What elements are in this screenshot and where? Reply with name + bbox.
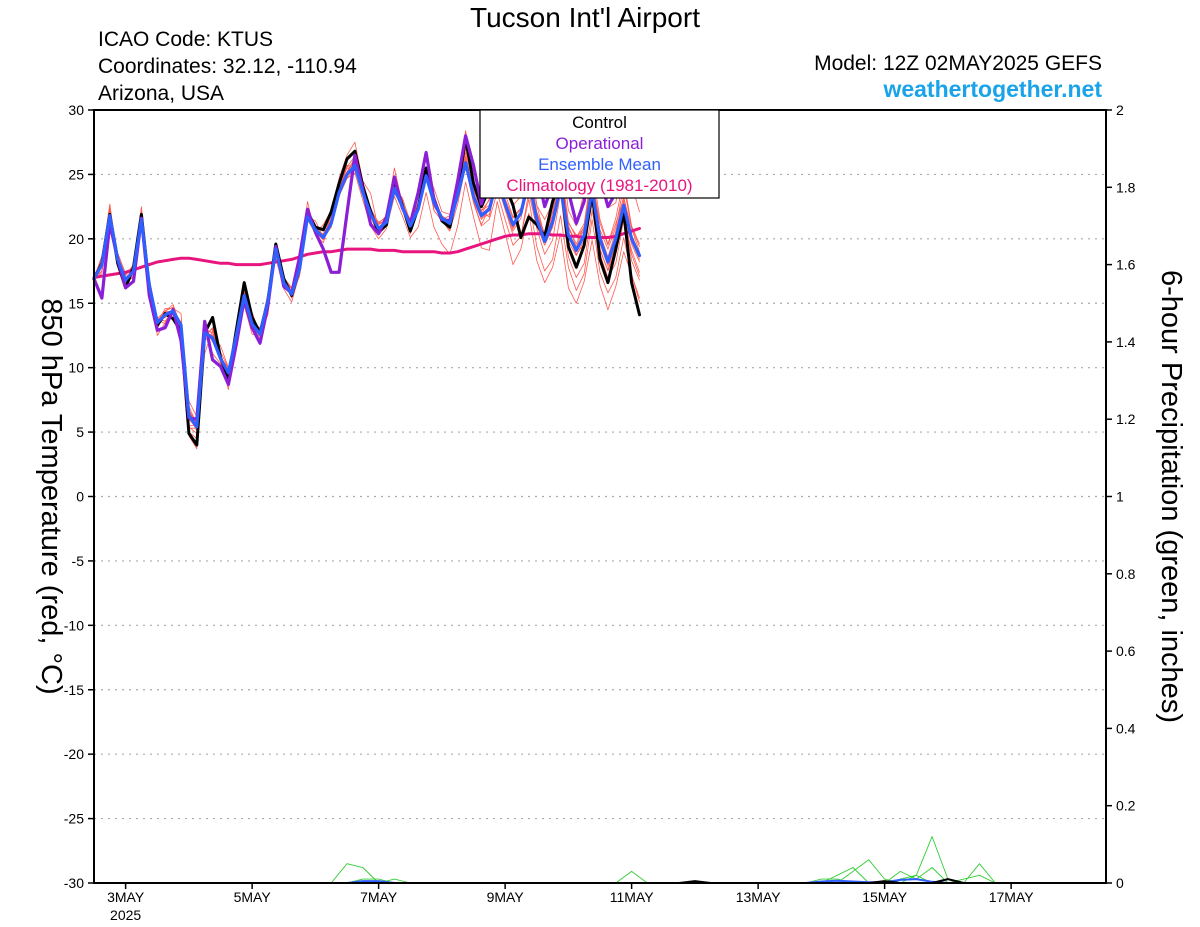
y-tick-label: 25 xyxy=(68,166,84,182)
y-tick-label: 10 xyxy=(68,360,84,376)
coordinates: Coordinates: 32.12, -110.94 xyxy=(98,55,357,78)
y2-tick-label: 0.2 xyxy=(1116,798,1136,814)
y2-tick-label: 1.8 xyxy=(1116,179,1136,195)
x-tick-label: 7MAY xyxy=(360,889,398,905)
region: Arizona, USA xyxy=(98,82,225,105)
y2-tick-label: 0.6 xyxy=(1116,643,1136,659)
legend-entry: Control xyxy=(572,113,627,132)
y2-tick-label: 0.8 xyxy=(1116,566,1136,582)
x-tick-label: 9MAY xyxy=(487,889,525,905)
legend-entry: Ensemble Mean xyxy=(538,155,661,174)
y2-tick-label: 1.2 xyxy=(1116,411,1136,427)
x-tick-label: 3MAY xyxy=(107,889,145,905)
x-tick-year: 2025 xyxy=(110,907,141,923)
y2-axis-label: 6-hour Precipitation (green, inches) xyxy=(1155,270,1187,723)
y2-tick-label: 1 xyxy=(1116,489,1124,505)
y-tick-label: 5 xyxy=(76,424,84,440)
y2-tick-label: 0.4 xyxy=(1116,720,1136,736)
x-tick-label: 15MAY xyxy=(862,889,908,905)
y-tick-label: -15 xyxy=(64,682,84,698)
climatology-line xyxy=(92,227,641,279)
precip-member-line xyxy=(93,836,1107,884)
y-tick-label: 0 xyxy=(76,489,84,505)
y2-tick-label: 1.4 xyxy=(1116,334,1136,350)
site-brand[interactable]: weathertogether.net xyxy=(883,76,1102,102)
axes: 302520151050-5-10-15-20-25-3021.81.61.41… xyxy=(64,102,1136,923)
y-axis-label: 850 hPa Temperature (red, °C) xyxy=(35,298,67,694)
y-tick-label: -10 xyxy=(64,617,84,633)
x-tick-label: 17MAY xyxy=(989,889,1035,905)
y2-tick-label: 1.6 xyxy=(1116,257,1136,273)
legend-box xyxy=(479,109,720,199)
legend: Control Operational Ensemble Mean Climatolo… xyxy=(479,109,720,199)
model-run: Model: 12Z 02MAY2025 GEFS xyxy=(814,52,1102,75)
y-tick-label: 30 xyxy=(68,102,84,118)
x-tick-label: 11MAY xyxy=(610,889,654,905)
y-tick-label: 15 xyxy=(68,295,84,311)
legend-entry: Operational xyxy=(556,134,644,153)
x-tick-label: 5MAY xyxy=(234,889,272,905)
icao-code: ICAO Code: KTUS xyxy=(98,28,274,51)
precip-series xyxy=(93,836,1107,884)
y-tick-label: 20 xyxy=(68,231,84,247)
x-tick-label: 13MAY xyxy=(736,889,782,905)
legend-entry: Climatology (1981-2010) xyxy=(506,176,692,195)
ensemble-mean-line xyxy=(92,161,642,429)
y-tick-label: -30 xyxy=(64,875,84,891)
y-tick-label: -5 xyxy=(72,553,85,569)
y2-tick-label: 0 xyxy=(1116,875,1124,891)
y2-tick-label: 2 xyxy=(1116,102,1124,118)
y-tick-label: -20 xyxy=(64,746,84,762)
y-tick-label: -25 xyxy=(64,811,84,827)
page-title: Tucson Int'l Airport xyxy=(470,2,700,33)
